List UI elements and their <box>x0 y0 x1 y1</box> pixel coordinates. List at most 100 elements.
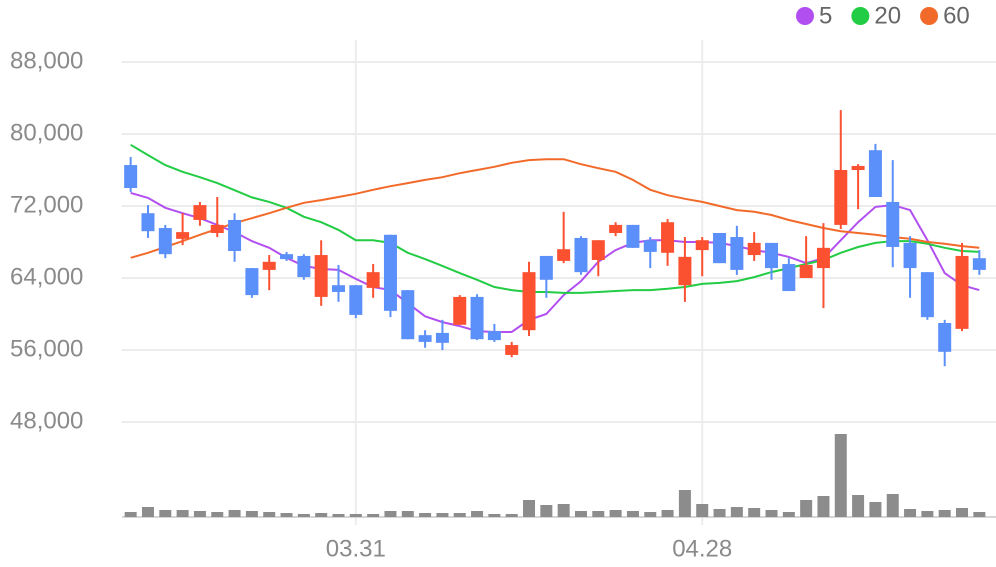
candle-body <box>886 201 900 247</box>
candle-body <box>245 268 259 296</box>
volume-bar <box>696 504 709 517</box>
volume-bar <box>904 509 917 517</box>
y-tick-label: 56,000 <box>10 335 83 362</box>
volume-bar <box>211 512 224 517</box>
volume-bar <box>193 511 206 517</box>
candle-body <box>557 249 571 261</box>
candle-body <box>678 256 692 286</box>
candle-body <box>453 296 467 325</box>
volume-bar <box>713 509 726 517</box>
volume-bar <box>921 511 934 517</box>
candle-body <box>470 296 484 340</box>
candle-body <box>643 240 657 252</box>
volume-bar <box>401 511 414 517</box>
volume-bar <box>228 510 241 517</box>
candle-body <box>332 285 345 292</box>
volume-bar <box>557 504 570 517</box>
legend-swatch <box>796 7 814 25</box>
candle-body <box>972 258 986 270</box>
volume-bar <box>245 511 258 517</box>
candle-body <box>228 219 242 251</box>
volume-bar <box>315 513 328 517</box>
candle-body <box>297 255 311 278</box>
volume-bar <box>817 496 830 517</box>
candle-body <box>418 335 432 342</box>
volume-bar <box>765 510 778 517</box>
candle-body <box>366 272 380 288</box>
volume-bar <box>367 514 380 517</box>
candle-body <box>522 272 536 331</box>
volume-bar <box>124 512 137 517</box>
volume-bar <box>419 513 432 517</box>
candle-body <box>868 150 882 197</box>
candle-body <box>176 232 190 239</box>
candle-body <box>574 237 588 273</box>
candle-body <box>747 242 761 256</box>
y-tick-label: 88,000 <box>10 47 83 74</box>
volume-bar <box>938 510 951 517</box>
volume-bar <box>280 513 293 517</box>
candle-body <box>383 234 397 311</box>
volume-bar <box>384 511 397 517</box>
volume-bar <box>159 510 172 517</box>
candle-body <box>193 205 207 220</box>
candle-body <box>903 242 917 269</box>
volume-bar <box>592 511 605 517</box>
candle-body <box>280 254 294 260</box>
volume-bar <box>852 495 865 517</box>
volume-bar <box>297 514 310 517</box>
candle-body <box>920 272 934 318</box>
candle-body <box>609 224 623 233</box>
candle-body <box>799 264 813 278</box>
volume-bar <box>609 510 622 517</box>
candle-body <box>539 255 553 280</box>
volume-bar <box>782 512 795 517</box>
volume-bar <box>332 514 345 517</box>
candle-body <box>210 224 224 233</box>
candle-body <box>938 323 952 352</box>
legend-swatch <box>851 7 870 25</box>
candle-body <box>851 165 865 170</box>
volume-bar <box>800 500 813 517</box>
y-tick-label: 80,000 <box>10 119 83 146</box>
candle-body <box>730 237 744 270</box>
ma-line <box>130 143 980 294</box>
volume-bar <box>540 505 553 517</box>
volume-bar <box>644 512 657 517</box>
candle-body <box>435 332 449 343</box>
x-tick-label: 04.28 <box>672 535 732 562</box>
candle-body <box>713 233 727 264</box>
volume-bar <box>488 514 501 517</box>
volume-bar <box>869 502 882 517</box>
legend-swatch <box>920 7 939 25</box>
candle-body <box>158 228 172 255</box>
volume-bar <box>834 434 847 517</box>
candle-body <box>955 255 969 329</box>
volume-bar <box>661 510 674 517</box>
legend-label: 60 <box>943 2 970 29</box>
volume-bar <box>505 514 518 517</box>
y-tick-label: 48,000 <box>10 407 83 434</box>
candle-body <box>591 240 605 260</box>
candle-body <box>626 224 640 248</box>
ma-line <box>130 158 980 259</box>
candle-body <box>695 240 709 251</box>
volume-bar <box>263 512 276 517</box>
candle-body <box>505 345 519 355</box>
volume-bar <box>973 512 986 517</box>
x-tick-label: 03.31 <box>326 535 386 562</box>
candle-body <box>661 222 675 253</box>
candle-body <box>834 170 848 225</box>
volume-bar <box>748 508 761 517</box>
volume-bar <box>453 513 466 517</box>
candle-body <box>124 165 138 188</box>
candle-body <box>314 255 328 297</box>
candle-body <box>401 290 415 340</box>
legend-label: 20 <box>874 2 901 29</box>
y-tick-label: 72,000 <box>10 191 83 218</box>
volume-bar <box>141 507 154 517</box>
volume-bar <box>886 494 899 517</box>
candle-body <box>816 247 830 269</box>
volume-bar <box>471 511 484 517</box>
